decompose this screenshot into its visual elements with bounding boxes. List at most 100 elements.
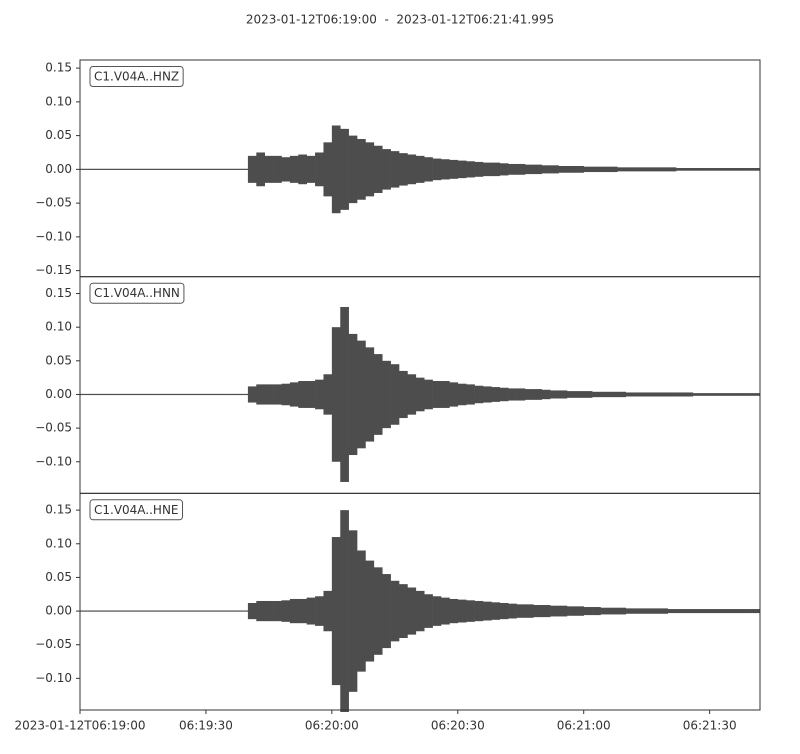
waveform-sample bbox=[659, 608, 668, 614]
waveform-sample bbox=[432, 158, 442, 181]
waveform-sample bbox=[583, 166, 593, 173]
waveform-sample bbox=[415, 155, 425, 183]
waveform-sample bbox=[105, 168, 114, 170]
waveform-sample bbox=[390, 151, 400, 188]
waveform-sample bbox=[617, 167, 626, 172]
waveform-sample bbox=[197, 393, 207, 396]
waveform-sample bbox=[608, 166, 618, 173]
waveform-sample bbox=[189, 168, 198, 170]
waveform-sample bbox=[239, 610, 249, 612]
waveform-sample bbox=[558, 605, 568, 617]
waveform-sample bbox=[256, 600, 265, 622]
waveform-sample bbox=[466, 161, 475, 178]
waveform-sample bbox=[197, 168, 207, 170]
y-tick-label: 0.10 bbox=[45, 320, 72, 334]
waveform-sample bbox=[592, 166, 601, 173]
waveform-sample bbox=[718, 393, 727, 396]
waveform-sample bbox=[214, 610, 224, 612]
waveform-sample bbox=[147, 168, 156, 170]
waveform-sample bbox=[634, 392, 643, 397]
waveform-sample bbox=[499, 163, 509, 176]
waveform-sample bbox=[600, 166, 610, 173]
y-tick-label: −0.05 bbox=[35, 196, 72, 210]
waveform-sample bbox=[306, 597, 316, 625]
y-tick-label: −0.05 bbox=[35, 637, 72, 651]
y-tick-label: 0.10 bbox=[45, 536, 72, 550]
waveform-sample bbox=[533, 389, 543, 400]
waveform-sample bbox=[449, 598, 459, 624]
y-tick-label: −0.10 bbox=[35, 229, 72, 243]
x-tick-label: 06:20:00 bbox=[305, 719, 359, 733]
waveform-sample bbox=[331, 125, 341, 214]
waveform-sample bbox=[575, 391, 585, 398]
waveform-sample bbox=[474, 600, 484, 622]
waveform-sample bbox=[558, 165, 568, 173]
waveform-sample bbox=[214, 393, 224, 396]
waveform-sample bbox=[373, 354, 383, 435]
y-tick-label: 0.15 bbox=[45, 286, 72, 300]
waveform-sample bbox=[558, 390, 568, 399]
waveform-sample bbox=[457, 599, 467, 623]
waveform-sample bbox=[533, 605, 543, 618]
waveform-sample bbox=[289, 382, 299, 407]
waveform-sample bbox=[734, 168, 744, 171]
waveform-sample bbox=[734, 393, 744, 396]
waveform-sample bbox=[247, 602, 257, 620]
waveform-sample bbox=[726, 393, 736, 396]
waveform-sample bbox=[172, 168, 182, 170]
waveform-sample bbox=[205, 168, 215, 170]
waveform-sample bbox=[709, 393, 719, 396]
trace-label: C1.V04A..HNZ bbox=[94, 70, 179, 84]
waveform-sample bbox=[281, 600, 291, 622]
waveform-sample bbox=[440, 381, 450, 408]
y-tick-label: 0.00 bbox=[45, 387, 72, 401]
waveform-sample bbox=[348, 135, 358, 204]
waveform-sample bbox=[550, 165, 559, 174]
waveform-sample bbox=[684, 609, 694, 614]
waveform-sample bbox=[121, 610, 131, 612]
waveform-sample bbox=[659, 167, 668, 172]
waveform-sample bbox=[718, 168, 727, 171]
waveform-sample bbox=[373, 567, 383, 655]
waveform-sample bbox=[138, 168, 148, 170]
waveform-sample bbox=[264, 155, 274, 183]
waveform-sample bbox=[323, 142, 333, 197]
waveform-sample bbox=[155, 610, 165, 612]
waveform-sample bbox=[642, 392, 652, 397]
y-tick-label: 0.05 bbox=[45, 128, 72, 142]
waveform-sample bbox=[726, 609, 736, 614]
waveform-sample bbox=[701, 168, 710, 171]
waveform-sample bbox=[575, 606, 585, 616]
waveform-sample bbox=[222, 610, 232, 612]
waveform-sample bbox=[80, 610, 89, 612]
waveform-sample bbox=[566, 606, 576, 616]
waveform-sample bbox=[155, 393, 165, 396]
waveform-sample bbox=[751, 168, 761, 171]
waveform-sample bbox=[357, 340, 366, 449]
waveform-sample bbox=[231, 610, 240, 612]
waveform-sample bbox=[96, 168, 106, 170]
waveform-sample bbox=[298, 154, 307, 185]
waveform-sample bbox=[726, 168, 736, 171]
waveform-sample bbox=[96, 393, 106, 396]
waveform-sample bbox=[566, 391, 576, 398]
waveform-sample bbox=[189, 610, 198, 612]
waveform-sample bbox=[323, 590, 333, 632]
waveform-sample bbox=[575, 165, 585, 173]
waveform-sample bbox=[155, 168, 165, 170]
waveform-sample bbox=[340, 510, 349, 713]
x-tick-label: 06:20:30 bbox=[431, 719, 485, 733]
waveform-sample bbox=[197, 610, 207, 612]
waveform-sample bbox=[247, 155, 257, 183]
x-tick-label: 2023-01-12T06:19:00 bbox=[15, 719, 146, 733]
waveform-sample bbox=[524, 389, 534, 400]
waveform-sample bbox=[289, 598, 299, 624]
waveform-sample bbox=[457, 160, 467, 179]
waveform-sample bbox=[550, 605, 559, 617]
waveform-sample bbox=[650, 608, 660, 614]
waveform-sample bbox=[205, 610, 215, 612]
y-tick-label: −0.10 bbox=[35, 454, 72, 468]
waveform-sample bbox=[440, 597, 450, 625]
waveform-sample bbox=[751, 393, 761, 396]
waveform-sample bbox=[508, 163, 517, 175]
